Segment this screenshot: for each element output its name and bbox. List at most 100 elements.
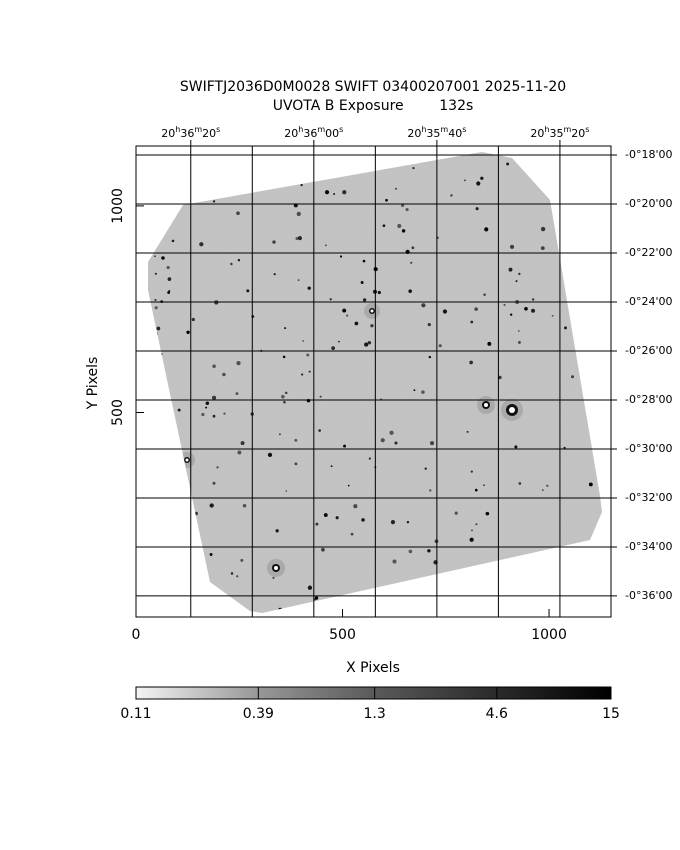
star xyxy=(212,395,217,400)
star xyxy=(296,211,301,217)
dec-tick-label: -0°18'00 xyxy=(625,148,673,161)
star xyxy=(401,203,405,208)
star xyxy=(573,290,577,295)
dec-tick-label: -0°20'00 xyxy=(625,197,673,210)
colorbar-tick-label: 1.3 xyxy=(364,706,386,722)
star xyxy=(471,584,476,589)
star xyxy=(487,341,492,346)
star xyxy=(408,549,413,554)
dec-tick-label: -0°36'00 xyxy=(625,589,673,602)
star xyxy=(321,547,325,552)
star xyxy=(159,420,164,425)
star xyxy=(382,224,386,228)
star xyxy=(485,511,490,516)
star xyxy=(329,298,332,301)
star xyxy=(518,341,521,344)
star xyxy=(140,213,143,216)
star xyxy=(324,190,330,195)
star xyxy=(469,360,473,365)
star xyxy=(209,553,213,556)
star xyxy=(306,398,311,403)
star xyxy=(480,580,485,584)
chart-subtitle: UVOTA B Exposure 132s xyxy=(273,98,474,114)
ra-tick-label: 20h36m00s xyxy=(284,125,343,140)
star xyxy=(480,176,484,180)
star xyxy=(212,414,216,418)
star xyxy=(370,324,374,328)
star xyxy=(406,521,410,524)
star xyxy=(475,523,478,526)
star xyxy=(428,355,432,359)
star xyxy=(191,317,195,322)
star xyxy=(300,373,304,376)
bright-star-core xyxy=(484,403,488,407)
star xyxy=(167,291,171,294)
star xyxy=(536,599,539,603)
star xyxy=(173,488,178,492)
star xyxy=(580,263,584,267)
star xyxy=(315,522,319,526)
star xyxy=(412,167,415,170)
star xyxy=(272,576,275,580)
y-tick-label: 1000 xyxy=(110,188,126,224)
star xyxy=(424,467,427,470)
star xyxy=(278,607,283,612)
star xyxy=(149,339,153,343)
star xyxy=(319,395,322,398)
star xyxy=(524,306,528,311)
star xyxy=(237,258,241,262)
star xyxy=(596,339,599,343)
star xyxy=(232,193,235,196)
star xyxy=(142,346,145,349)
bright-star-core xyxy=(370,309,374,313)
star xyxy=(503,303,506,306)
y-axis-label: Y Pixels xyxy=(85,357,101,411)
star xyxy=(410,606,413,609)
x-axis-label: X Pixels xyxy=(346,660,400,676)
star xyxy=(508,267,513,272)
star xyxy=(235,392,239,396)
star xyxy=(154,272,157,275)
star xyxy=(212,364,216,369)
star xyxy=(297,279,300,282)
star xyxy=(410,261,413,264)
star xyxy=(205,401,210,405)
star xyxy=(282,355,286,359)
star xyxy=(568,160,573,164)
star xyxy=(388,593,392,598)
star xyxy=(506,162,510,166)
star xyxy=(438,602,442,605)
star xyxy=(507,606,510,609)
star xyxy=(294,462,298,466)
star xyxy=(377,290,381,295)
star xyxy=(368,457,372,460)
star xyxy=(323,513,328,518)
star xyxy=(166,265,170,270)
star xyxy=(342,190,347,195)
star xyxy=(441,152,445,154)
star xyxy=(603,339,605,341)
star xyxy=(474,488,478,492)
star xyxy=(470,470,473,473)
star xyxy=(450,194,453,197)
star xyxy=(559,236,564,241)
star xyxy=(564,326,568,330)
star xyxy=(514,445,518,449)
grid xyxy=(136,146,617,617)
star xyxy=(276,162,279,165)
star xyxy=(540,246,545,250)
dec-tick-label: -0°24'00 xyxy=(625,295,673,308)
star xyxy=(209,503,214,508)
star xyxy=(216,466,219,469)
star xyxy=(306,353,310,357)
star xyxy=(483,293,486,296)
star xyxy=(398,584,403,589)
star xyxy=(335,516,339,520)
plot-frame xyxy=(135,145,612,618)
star xyxy=(171,239,175,243)
star xyxy=(236,575,239,578)
star xyxy=(141,422,145,426)
bright-star-core xyxy=(509,407,515,413)
star xyxy=(531,298,535,301)
